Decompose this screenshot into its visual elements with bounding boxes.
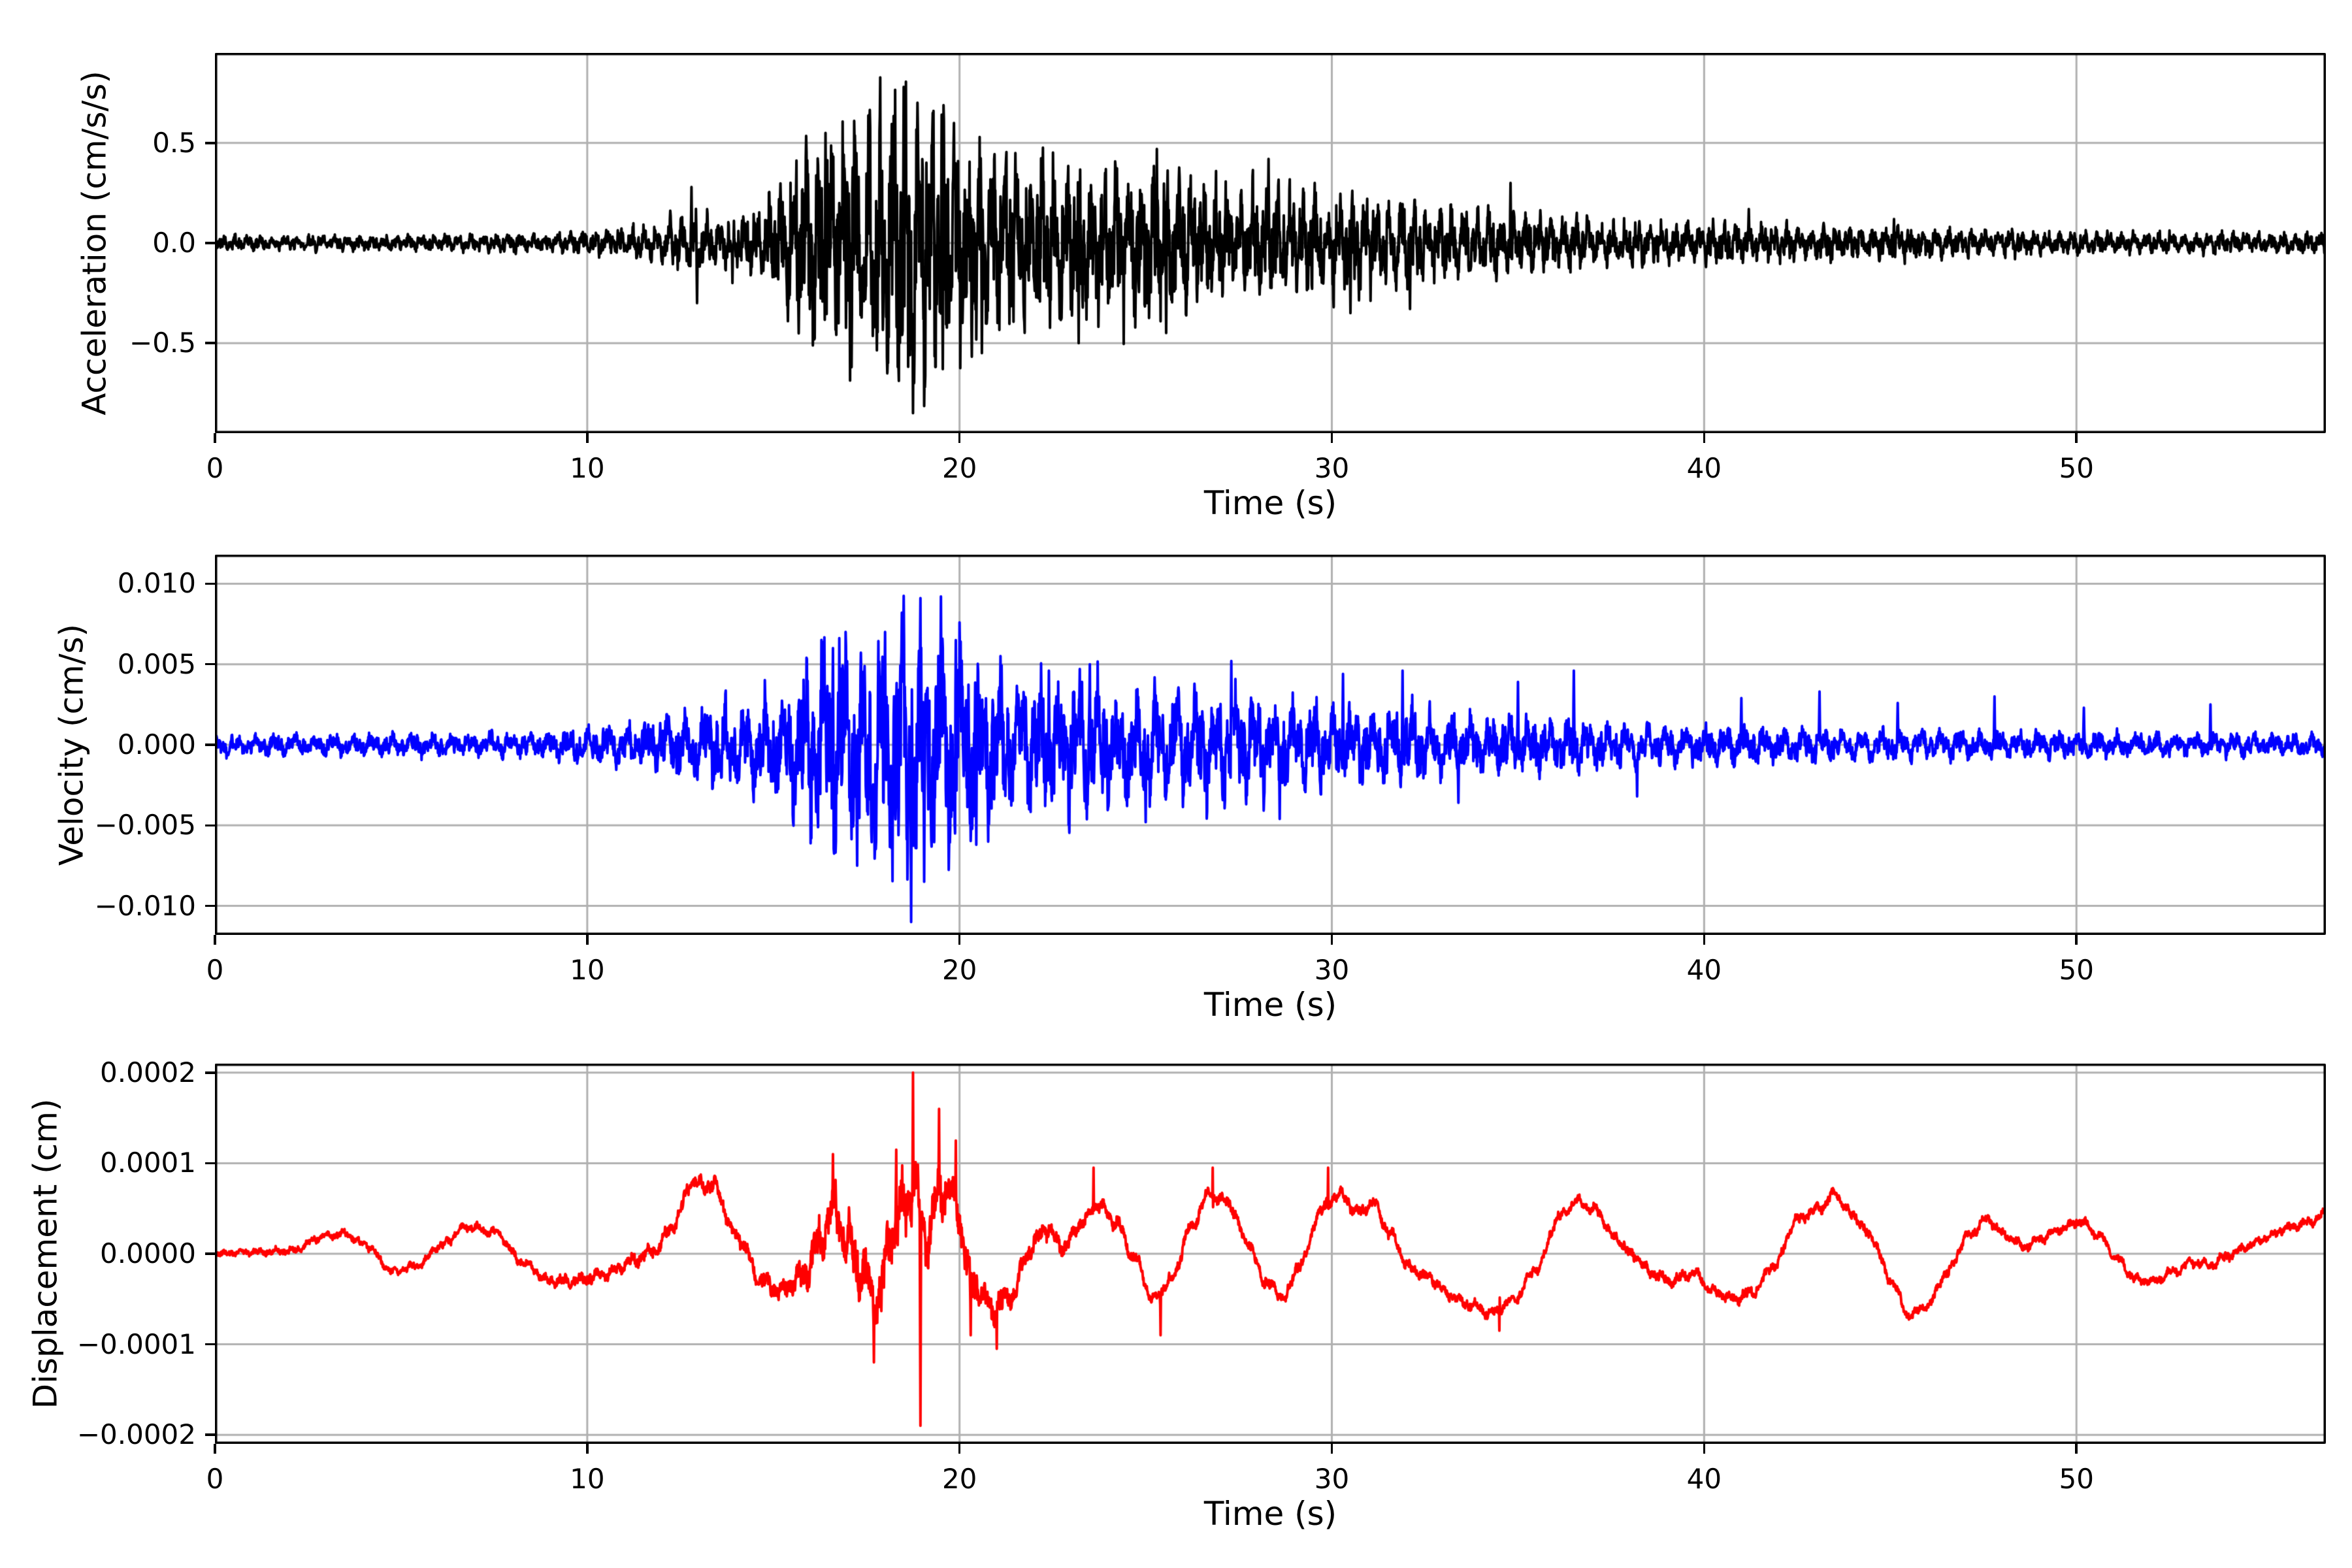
displacement-ytick-label: 0.0001 — [100, 1147, 196, 1179]
velocity-xtick-label: 0 — [206, 954, 224, 986]
velocity-xtick — [958, 935, 961, 945]
displacement-ytick-label: 0.0000 — [100, 1237, 196, 1269]
displacement-xaxis-title: Time (s) — [1203, 1495, 1337, 1533]
acceleration-plot-area — [215, 53, 2326, 433]
acceleration-yaxis-title: Acceleration (cm/s/s) — [75, 71, 114, 416]
velocity-waveform-canvas — [215, 555, 2326, 935]
displacement-ytick — [205, 1343, 215, 1346]
velocity-xtick — [1703, 935, 1706, 945]
velocity-ytick-label: −0.010 — [94, 889, 196, 922]
acceleration-xtick-label: 20 — [941, 452, 977, 484]
displacement-ytick — [205, 1252, 215, 1255]
displacement-xtick — [958, 1444, 961, 1454]
displacement-ytick-label: 0.0002 — [100, 1056, 196, 1088]
velocity-xtick-label: 10 — [570, 954, 605, 986]
displacement-xtick-label: 20 — [941, 1463, 977, 1495]
velocity-ytick — [205, 662, 215, 666]
acceleration-ytick — [205, 342, 215, 344]
acceleration-ytick — [205, 142, 215, 144]
acceleration-ytick-label: 0.0 — [152, 226, 196, 259]
velocity-xtick — [214, 935, 216, 945]
velocity-xtick-label: 20 — [941, 954, 977, 986]
velocity-plot-area — [215, 555, 2326, 935]
acceleration-xaxis-title: Time (s) — [1203, 484, 1337, 522]
displacement-xtick — [586, 1444, 589, 1454]
velocity-xtick-label: 30 — [1314, 954, 1350, 986]
velocity-yaxis-title: Velocity (cm/s) — [52, 623, 91, 866]
displacement-ytick — [205, 1433, 215, 1436]
displacement-waveform-canvas — [215, 1064, 2326, 1444]
displacement-xtick — [1703, 1444, 1706, 1454]
acceleration-xtick-label: 30 — [1314, 452, 1350, 484]
acceleration-xtick — [586, 433, 589, 443]
velocity-ytick-label: 0.010 — [117, 567, 196, 600]
displacement-ytick — [205, 1071, 215, 1074]
velocity-xtick-label: 40 — [1686, 954, 1722, 986]
acceleration-xtick — [1330, 433, 1333, 443]
velocity-xtick — [2075, 935, 2078, 945]
acceleration-xtick-label: 50 — [2059, 452, 2094, 484]
velocity-ytick-label: 0.005 — [117, 647, 196, 680]
displacement-ytick-label: −0.0002 — [76, 1418, 196, 1451]
acceleration-ytick — [205, 242, 215, 244]
velocity-xtick-label: 50 — [2059, 954, 2094, 986]
acceleration-xtick — [1703, 433, 1706, 443]
displacement-ytick-label: −0.0001 — [76, 1328, 196, 1360]
displacement-xtick-label: 40 — [1686, 1463, 1722, 1495]
velocity-ytick — [205, 582, 215, 585]
acceleration-xtick-label: 40 — [1686, 452, 1722, 484]
velocity-ytick-label: 0.000 — [117, 728, 196, 760]
acceleration-xtick-label: 10 — [570, 452, 605, 484]
velocity-xtick — [586, 935, 589, 945]
acceleration-xtick — [958, 433, 961, 443]
velocity-ytick-label: −0.005 — [94, 809, 196, 841]
displacement-xtick-label: 50 — [2059, 1463, 2094, 1495]
velocity-xtick — [1330, 935, 1333, 945]
acceleration-xtick-label: 0 — [206, 452, 224, 484]
displacement-xtick-label: 0 — [206, 1463, 224, 1495]
velocity-ytick — [205, 904, 215, 907]
acceleration-waveform-canvas — [215, 53, 2326, 433]
acceleration-ytick-label: 0.5 — [152, 126, 196, 159]
displacement-xtick-label: 10 — [570, 1463, 605, 1495]
displacement-xtick — [214, 1444, 216, 1454]
displacement-xtick — [1330, 1444, 1333, 1454]
displacement-plot-area — [215, 1064, 2326, 1444]
displacement-yaxis-title: Displacement (cm) — [26, 1098, 65, 1409]
acceleration-xtick — [214, 433, 216, 443]
acceleration-xtick — [2075, 433, 2078, 443]
displacement-xtick-label: 30 — [1314, 1463, 1350, 1495]
displacement-ytick — [205, 1162, 215, 1165]
velocity-xaxis-title: Time (s) — [1203, 986, 1337, 1024]
velocity-ytick — [205, 824, 215, 827]
acceleration-ytick-label: −0.5 — [129, 327, 196, 359]
velocity-ytick — [205, 743, 215, 746]
displacement-xtick — [2075, 1444, 2078, 1454]
